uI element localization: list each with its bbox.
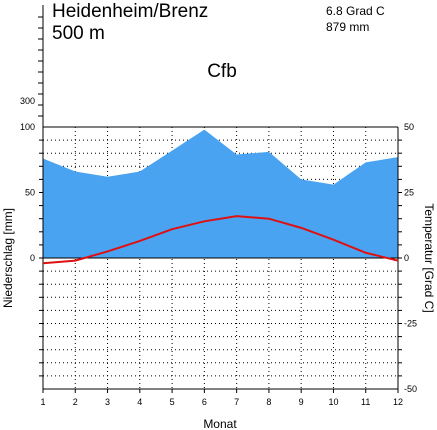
month-tick-label: 12: [393, 397, 403, 407]
plot-frame: [42, 5, 399, 390]
temp-tick-label: 50: [404, 122, 414, 132]
precipitation-area: [43, 129, 398, 258]
climate-class: Cfb: [207, 61, 237, 82]
month-tick-label: 1: [40, 397, 45, 407]
annual-precipitation: 879 mm: [326, 20, 369, 34]
month-tick-label: 11: [361, 397, 370, 407]
month-tick-label: 5: [170, 397, 175, 407]
month-tick-label: 4: [137, 397, 142, 407]
x-axis-label: Monat: [203, 417, 237, 430]
precip-tick-label: 0: [30, 253, 35, 263]
temperature-line: [42, 215, 399, 265]
precip-tick-label: 300: [20, 96, 35, 106]
station-elevation: 500 m: [52, 23, 105, 44]
temp-tick-label: 25: [404, 188, 414, 198]
precip-tick-label: 50: [25, 188, 35, 198]
month-tick-label: 7: [234, 397, 239, 407]
y-axis-label-right: Temperatur [Grad C]: [422, 203, 436, 312]
temp-tick-label: 0: [404, 253, 409, 263]
temp-tick-label: -50: [404, 384, 417, 394]
month-tick-label: 3: [105, 397, 110, 407]
month-tick-label: 2: [73, 397, 78, 407]
station-name: Heidenheim/Brenz: [52, 1, 208, 22]
mean-temperature: 6.8 Grad C: [326, 4, 385, 18]
precip-tick-label: 100: [20, 122, 35, 132]
y-axis-label-left: Niederschlag [mm]: [1, 208, 15, 308]
month-tick-label: 9: [299, 397, 304, 407]
month-tick-label: 6: [202, 397, 207, 407]
month-tick-label: 8: [266, 397, 271, 407]
temp-tick-label: -25: [404, 319, 417, 329]
month-tick-label: 10: [328, 397, 338, 407]
